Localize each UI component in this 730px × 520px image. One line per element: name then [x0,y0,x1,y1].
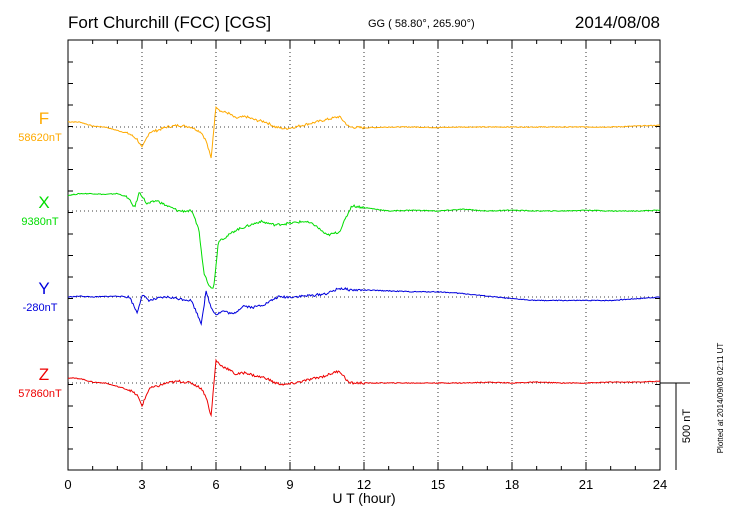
x-tick-label: 15 [431,477,445,492]
series-name-z: Z [39,365,49,384]
x-tick-label: 21 [579,477,593,492]
x-tick-label: 12 [357,477,371,492]
scale-bar: 500 nT [660,382,693,470]
series-line-f [68,105,661,159]
axis-ticks: 0 3 6 9 12 15 18 21 24 [64,40,667,492]
series-baseline-z: 57860nT [18,388,62,400]
series-baseline-x: 9380nT [21,216,59,228]
x-axis-label: U T (hour) [332,490,395,506]
x-tick-label: 24 [653,477,667,492]
series-line-x [67,192,661,289]
x-tick-label: 0 [64,477,71,492]
series-line-z [67,358,661,418]
chart-date: 2014/08/08 [575,13,660,32]
chart-title: Fort Churchill (FCC) [CGS] [68,13,271,32]
x-tick-label: 3 [138,477,145,492]
plotted-timestamp: Plotted at 2014/09/08 02:11 UT [716,343,725,454]
series-baseline-f: 58620nT [18,132,62,144]
geo-coordinates: GG ( 58.80°, 265.90°) [368,18,475,30]
x-tick-label: 9 [286,477,293,492]
x-tick-label: 6 [212,477,219,492]
series-baseline-y: -280nT [23,302,58,314]
scale-bar-label: 500 nT [681,409,693,444]
grid-lines [68,40,660,470]
series-name-f: F [39,109,49,128]
x-tick-label: 18 [505,477,519,492]
series-layer [67,105,661,418]
series-line-y [67,286,661,327]
series-name-x: X [38,193,49,212]
series-labels: F 58620nT X 9380nT Y -280nT Z 57860nT [18,109,62,400]
series-name-y: Y [38,279,49,298]
